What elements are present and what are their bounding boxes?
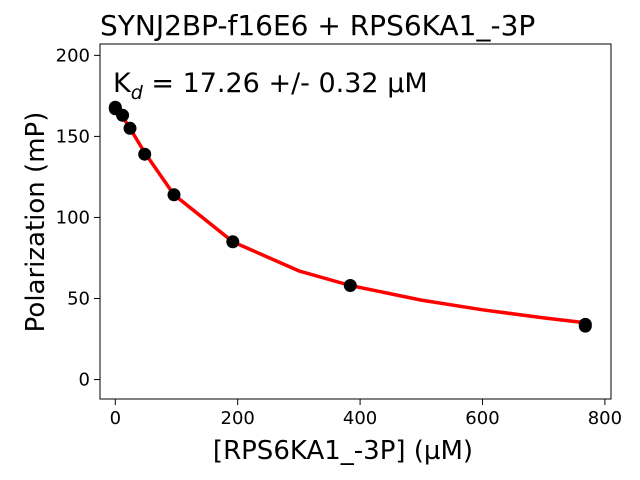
data-point xyxy=(343,279,357,292)
data-points xyxy=(108,100,592,333)
kd-unit: µM xyxy=(387,68,427,99)
x-axis-label: [RPS6KA1_-3P] (µM) xyxy=(213,436,473,466)
x-tick-label: 0 xyxy=(110,408,121,429)
data-point xyxy=(226,235,240,249)
x-tick-label: 600 xyxy=(465,408,499,429)
plot-area xyxy=(99,43,612,400)
x-axis-ticks: 0 200 400 600 800 xyxy=(110,399,622,429)
kd-annotation: Kd = 17.26 +/- 0.32 µM xyxy=(113,68,428,104)
x-tick-label: 400 xyxy=(343,408,377,429)
kd-subscript: d xyxy=(131,82,144,104)
data-point xyxy=(116,108,130,122)
chart-title: SYNJ2BP-f16E6 + RPS6KA1_-3P xyxy=(100,9,535,42)
kd-value: = 17.26 +/- 0.32 xyxy=(143,68,387,99)
y-tick-label: 50 xyxy=(67,288,90,309)
data-point xyxy=(123,121,137,135)
data-point xyxy=(167,188,181,202)
y-axis-label: Polarization (mP) xyxy=(21,112,51,333)
y-tick-label: 150 xyxy=(56,126,90,147)
y-tick-label: 200 xyxy=(56,45,90,66)
y-tick-label: 100 xyxy=(56,207,90,228)
kd-prefix: K xyxy=(113,68,132,99)
x-tick-label: 800 xyxy=(588,408,622,429)
y-axis-ticks: 0 50 100 150 200 xyxy=(56,45,100,391)
data-point xyxy=(138,147,152,161)
y-tick-label: 0 xyxy=(79,370,90,391)
x-tick-label: 200 xyxy=(221,408,255,429)
data-point xyxy=(578,319,592,333)
